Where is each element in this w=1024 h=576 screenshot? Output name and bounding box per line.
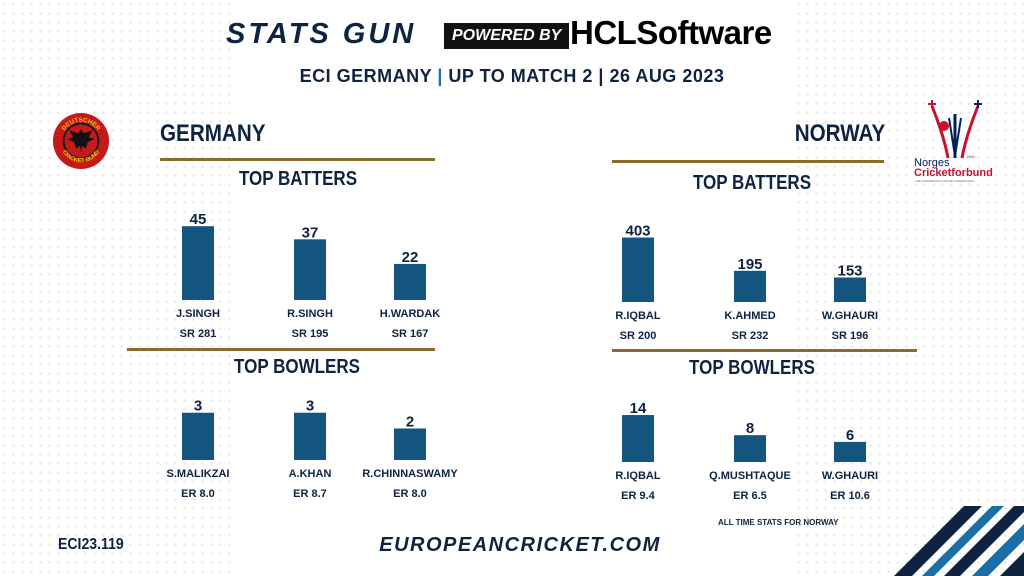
stat-label-germany-bowlers-0: ER 8.0 [181,488,215,500]
bar-germany-batters-1 [294,239,326,300]
subtitle-separator: | [437,66,443,86]
chart-norway-batters: 403 R.IQBAL SR 200 195 K.AHMED SR 232 153 W.GHA… [615,223,878,342]
divider-germany-mid [127,348,435,351]
bar-germany-bowlers-2 [394,428,426,460]
subtitle-event: ECI GERMANY [299,66,432,86]
stat-label-germany-batters-0: SR 281 [180,328,217,340]
stat-label-germany-bowlers-1: ER 8.7 [293,488,327,500]
stat-label-germany-bowlers-2: ER 8.0 [393,488,427,500]
website-link[interactable]: EUROPEANCRICKET.COM [379,534,661,556]
logo-year: 1994 [966,154,976,159]
bar-norway-bowlers-1 [734,435,766,462]
value-label-germany-batters-0: 45 [190,211,207,228]
section-title-germany-batters: TOP BATTERS [238,168,358,190]
stat-label-germany-batters-2: SR 167 [392,328,429,340]
powered-by-badge: POWERED BY [444,23,570,49]
section-title-norway-bowlers: TOP BOWLERS [689,357,815,379]
chart-germany-batters: 45 J.SINGH SR 281 37 R.SINGH SR 195 22 H.WARDAK… [176,211,441,340]
value-label-norway-batters-0: 403 [625,223,650,240]
bar-norway-bowlers-2 [834,441,866,462]
bar-norway-bowlers-0 [622,415,654,462]
decorative-stripes [894,506,1024,576]
graphic-code: ECI23.119 [58,536,124,553]
value-label-norway-batters-1: 195 [737,256,762,273]
chart-norway-bowlers: 14 R.IQBAL ER 9.4 8 Q.MUSHTAQUE ER 6.5 6 W.GHAU… [615,400,878,502]
value-label-germany-bowlers-2: 2 [406,413,414,430]
divider-germany-top [160,158,435,161]
value-label-norway-bowlers-1: 8 [746,420,754,437]
chart-germany-bowlers: 3 S.MALIKZAI ER 8.0 3 A.KHAN ER 8.7 2 R.CHINNAS… [167,398,459,500]
category-label-germany-bowlers-0: S.MALIKZAI [167,468,230,480]
stat-label-germany-batters-1: SR 195 [292,328,329,340]
stat-label-norway-bowlers-1: ER 6.5 [733,490,767,502]
bar-norway-batters-0 [622,237,654,302]
divider-norway-top [612,160,884,163]
value-label-germany-batters-1: 37 [302,224,319,241]
bar-germany-bowlers-1 [294,412,326,460]
category-label-germany-bowlers-2: R.CHINNASWAMY [362,468,458,480]
category-label-germany-bowlers-1: A.KHAN [289,468,332,480]
category-label-norway-bowlers-2: W.GHAURI [822,470,878,482]
value-label-germany-batters-2: 22 [402,249,419,266]
value-label-germany-bowlers-0: 3 [194,398,202,415]
team-name-norway: NORWAY [794,120,886,147]
divider-norway-mid [612,349,917,352]
stat-label-norway-batters-2: SR 196 [832,330,869,342]
logo-tagline: THE NORWEGIAN CRICKET FEDERATION [915,179,975,183]
value-label-germany-bowlers-1: 3 [306,398,314,415]
category-label-norway-batters-2: W.GHAURI [822,310,878,322]
logo-text-2: Cricketforbund [914,167,993,179]
eagle-icon [67,129,95,153]
bar-germany-bowlers-0 [182,412,214,460]
category-label-germany-batters-1: R.SINGH [287,308,333,320]
category-label-norway-bowlers-1: Q.MUSHTAQUE [709,470,791,482]
section-title-germany-bowlers: TOP BOWLERS [234,356,360,378]
background-dots-right [794,0,1024,576]
brand-title: STATS GUN [226,18,417,50]
page-subtitle: ECI GERMANY | UP TO MATCH 2 | 26 AUG 202… [0,66,1024,87]
value-label-norway-bowlers-2: 6 [846,427,854,444]
bar-germany-batters-0 [182,226,214,300]
bar-germany-batters-2 [394,263,426,300]
category-label-germany-batters-0: J.SINGH [176,308,220,320]
value-label-norway-bowlers-0: 14 [630,400,647,417]
stat-label-norway-bowlers-2: ER 10.6 [830,490,870,502]
section-title-norway-batters: TOP BATTERS [692,172,812,194]
category-label-norway-batters-0: R.IQBAL [615,310,661,322]
stat-label-norway-batters-1: SR 232 [732,330,769,342]
category-label-germany-batters-2: H.WARDAK [380,308,441,320]
category-label-norway-batters-1: K.AHMED [724,310,775,322]
category-label-norway-bowlers-0: R.IQBAL [615,470,661,482]
stat-label-norway-batters-0: SR 200 [620,330,657,342]
value-label-norway-batters-2: 153 [837,263,862,280]
germany-cricket-logo: DEUTSCHER CRICKET BUND [52,112,110,170]
norway-cricket-logo: 1994 Norges Cricketforbund THE NORWEGIAN… [914,100,993,183]
stat-label-norway-bowlers-0: ER 9.4 [621,490,656,502]
bar-norway-batters-2 [834,277,866,302]
sponsor-logo: HCLSoftware [570,14,772,51]
header: STATS GUN POWERED BY HCLSoftware [0,14,1024,56]
bar-norway-batters-1 [734,270,766,302]
subtitle-details: UP TO MATCH 2 | 26 AUG 2023 [448,66,725,86]
team-name-germany: GERMANY [160,120,266,147]
logo-text-1: Norges [914,157,950,169]
all-time-note: ALL TIME STATS FOR NORWAY [718,518,839,527]
